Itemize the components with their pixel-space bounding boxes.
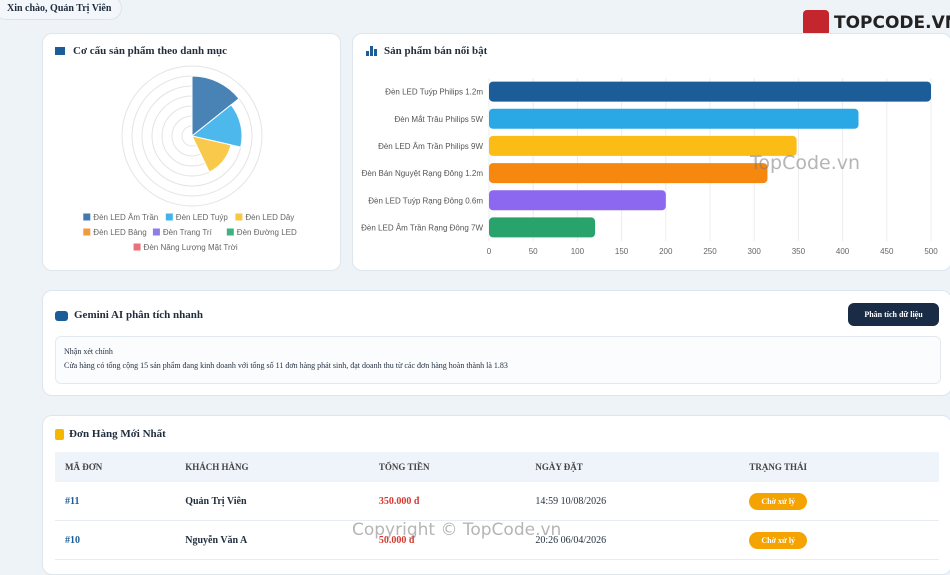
cell: Quản Trị Viên [175,482,369,521]
card-title: Đơn Hàng Mới Nhất [69,428,166,440]
polar-segment [191,75,240,138]
legend-swatch [152,228,160,236]
x-tick-label: 350 [792,247,806,256]
cell: 20:26 06/04/2026 [525,520,740,560]
y-tick-label: Đèn LED Âm Trần Philips 9W [378,142,483,151]
legend-label: Đèn LED Bảng [93,228,146,237]
orders-table: MÃ ĐƠN KHÁCH HÀNG TỔNG TIỀN NGÀY ĐẶT TRẠNG T… [55,452,939,560]
bar [489,81,931,102]
grid-ring [121,65,263,207]
y-tick-label: Đèn LED Tuýp Philips 1.2m [385,88,483,97]
logo-text: TOPCODE.VN [834,13,950,33]
icon [370,46,373,56]
legend-swatch [83,213,91,221]
y-tick-label: Đèn Mắt Trâu Philips 5W [395,115,484,124]
greeting: Xin chào, Quản Trị Viên [0,0,123,20]
legend-swatch [133,243,141,251]
cell: #11 [55,482,176,521]
polar-segment [191,135,232,173]
legend-label: Đèn LED Tuýp [176,213,229,222]
legend-swatch [83,228,91,236]
order-row: #10 Nguyễn Văn A 50.000 đ 20:26 06/04/2026 C… [55,520,939,560]
y-tick-label: Đèn Bán Nguyệt Rạng Đông 1.2m [362,169,484,178]
cell: Nguyễn Văn A [175,520,369,560]
legend-label: Đèn LED Âm Trần [93,213,158,222]
logo-icon [803,10,829,36]
polar-chart: Đèn LED Âm Trần Đèn LED Tuýp Đèn LED Dây Đè… [55,47,297,252]
cell: #10 [55,520,176,560]
column-header: TỔNG TIỀN [368,452,526,482]
x-tick-label: 400 [836,247,850,256]
cell: 14:59 10/08/2026 [525,482,740,521]
bar [489,108,859,129]
card-title: Sản phẩm bán nổi bật [384,45,488,57]
y-tick-label: Đèn LED Âm Trần Rạng Đông 7W [361,223,483,232]
y-tick-label: Đèn LED Tuýp Rạng Đông 0.6m [368,196,483,205]
cell: 50.000 đ [368,520,526,560]
analyze-button[interactable]: Phân tích dữ liệu [848,303,939,326]
bar [489,190,666,211]
x-tick-label: 450 [880,247,894,256]
ai-text: Cửa hàng có tổng cộng 15 sản phẩm đang k… [64,361,508,370]
icon [55,47,65,55]
x-tick-label: 200 [659,247,673,256]
polar-segment [190,104,243,148]
icon [374,49,377,56]
x-tick-label: 500 [924,247,938,256]
icon [55,311,68,321]
x-tick-label: 300 [748,247,762,256]
top-products-card: Sản phẩm bán nổi bật 0 50 100 150 200 250 300 3… [352,33,950,271]
x-tick-label: 100 [571,247,585,256]
legend-label: Đèn Trang Trí [163,228,213,237]
x-tick-label: 250 [703,247,717,256]
column-header: NGÀY ĐẶT [525,452,740,482]
column-header: TRẠNG THÁI [739,452,939,482]
icon [55,429,64,440]
x-tick-label: 50 [529,247,538,256]
column-header: KHÁCH HÀNG [175,452,369,482]
cell: Chờ xử lý [739,482,939,521]
ai-box: Nhận xét chính Cửa hàng có tổng cộng 15 … [55,336,941,384]
order-row: #11 Quản Trị Viên 350.000 đ 14:59 10/08/202… [55,482,939,521]
bar-chart: 0 50 100 150 200 250 300 350 400 450 500 Đèn LED Tu… [361,46,938,256]
legend-swatch [235,213,243,221]
legend-label: Đèn Năng Lượng Mặt Trời [144,243,238,252]
orders-card: Đơn Hàng Mới Nhất MÃ ĐƠN KHÁCH HÀNG TỔNG T… [42,415,950,575]
legend-swatch [165,213,173,221]
icon [366,51,369,56]
legend-label: Đèn Đường LED [237,228,297,237]
legend-swatch [226,228,234,236]
x-tick-label: 0 [487,247,492,256]
ai-heading: Nhận xét chính [64,347,113,356]
card-title: Gemini AI phân tích nhanh [74,309,203,321]
status-badge: Chờ xử lý [749,492,808,510]
category-card: Cơ cấu sản phẩm theo danh mục Đèn LED Âm… [42,33,341,271]
x-tick-label: 150 [615,247,629,256]
header-row: MÃ ĐƠN KHÁCH HÀNG TỔNG TIỀN NGÀY ĐẶT TRẠNG T… [55,452,939,482]
bar [489,217,596,238]
ai-card: Gemini AI phân tích nhanh Phân tích dữ l… [42,290,950,396]
bar [489,163,768,184]
legend-label: Đèn LED Dây [245,213,294,222]
bar [489,135,797,156]
cell: 350.000 đ [368,482,526,521]
card-title: Cơ cấu sản phẩm theo danh mục [73,45,228,57]
cell: Chờ xử lý [739,520,939,560]
status-badge: Chờ xử lý [749,531,808,549]
column-header: MÃ ĐƠN [55,452,176,482]
